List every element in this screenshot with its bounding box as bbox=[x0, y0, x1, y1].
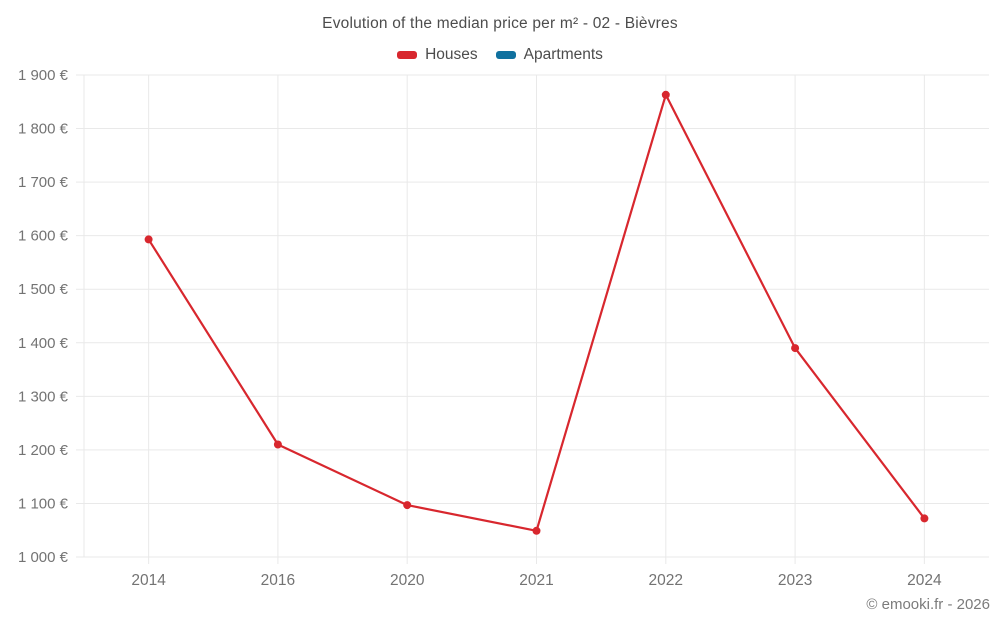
x-tick-label: 2022 bbox=[649, 572, 683, 589]
legend-item-houses[interactable]: Houses bbox=[397, 46, 478, 64]
houses-data-point[interactable] bbox=[144, 235, 153, 244]
houses-data-point[interactable] bbox=[791, 344, 800, 353]
houses-data-point[interactable] bbox=[273, 440, 282, 449]
x-tick-label: 2016 bbox=[261, 572, 295, 589]
y-tick-label: 1 500 € bbox=[18, 281, 69, 298]
legend-label-houses: Houses bbox=[425, 46, 478, 63]
x-tick-label: 2023 bbox=[778, 572, 812, 589]
chart-title: Evolution of the median price per m² - 0… bbox=[322, 15, 678, 32]
y-tick-label: 1 100 € bbox=[18, 495, 69, 512]
y-tick-label: 1 600 € bbox=[18, 228, 69, 245]
legend-item-apartments[interactable]: Apartments bbox=[495, 46, 603, 64]
houses-data-point[interactable] bbox=[661, 90, 670, 99]
y-tick-label: 1 300 € bbox=[18, 388, 69, 405]
legend: Houses Apartments bbox=[0, 46, 1000, 64]
houses-series-swatch-icon bbox=[397, 51, 418, 59]
y-tick-label: 1 000 € bbox=[18, 549, 69, 566]
legend-label-apartments: Apartments bbox=[523, 46, 603, 63]
x-tick-label: 2014 bbox=[131, 572, 166, 589]
x-tick-label: 2024 bbox=[907, 572, 942, 589]
houses-data-point[interactable] bbox=[920, 514, 929, 523]
y-tick-label: 1 900 € bbox=[18, 67, 69, 84]
y-tick-label: 1 800 € bbox=[18, 121, 69, 138]
y-tick-label: 1 400 € bbox=[18, 335, 69, 352]
x-tick-label: 2021 bbox=[519, 572, 553, 589]
apartments-series-swatch-icon bbox=[495, 51, 516, 59]
x-tick-label: 2020 bbox=[390, 572, 425, 589]
y-tick-label: 1 700 € bbox=[18, 174, 69, 191]
y-tick-label: 1 200 € bbox=[18, 442, 69, 459]
houses-data-point[interactable] bbox=[403, 501, 412, 510]
houses-data-point[interactable] bbox=[532, 526, 541, 535]
copyright-footer: © emooki.fr - 2026 bbox=[866, 596, 990, 613]
